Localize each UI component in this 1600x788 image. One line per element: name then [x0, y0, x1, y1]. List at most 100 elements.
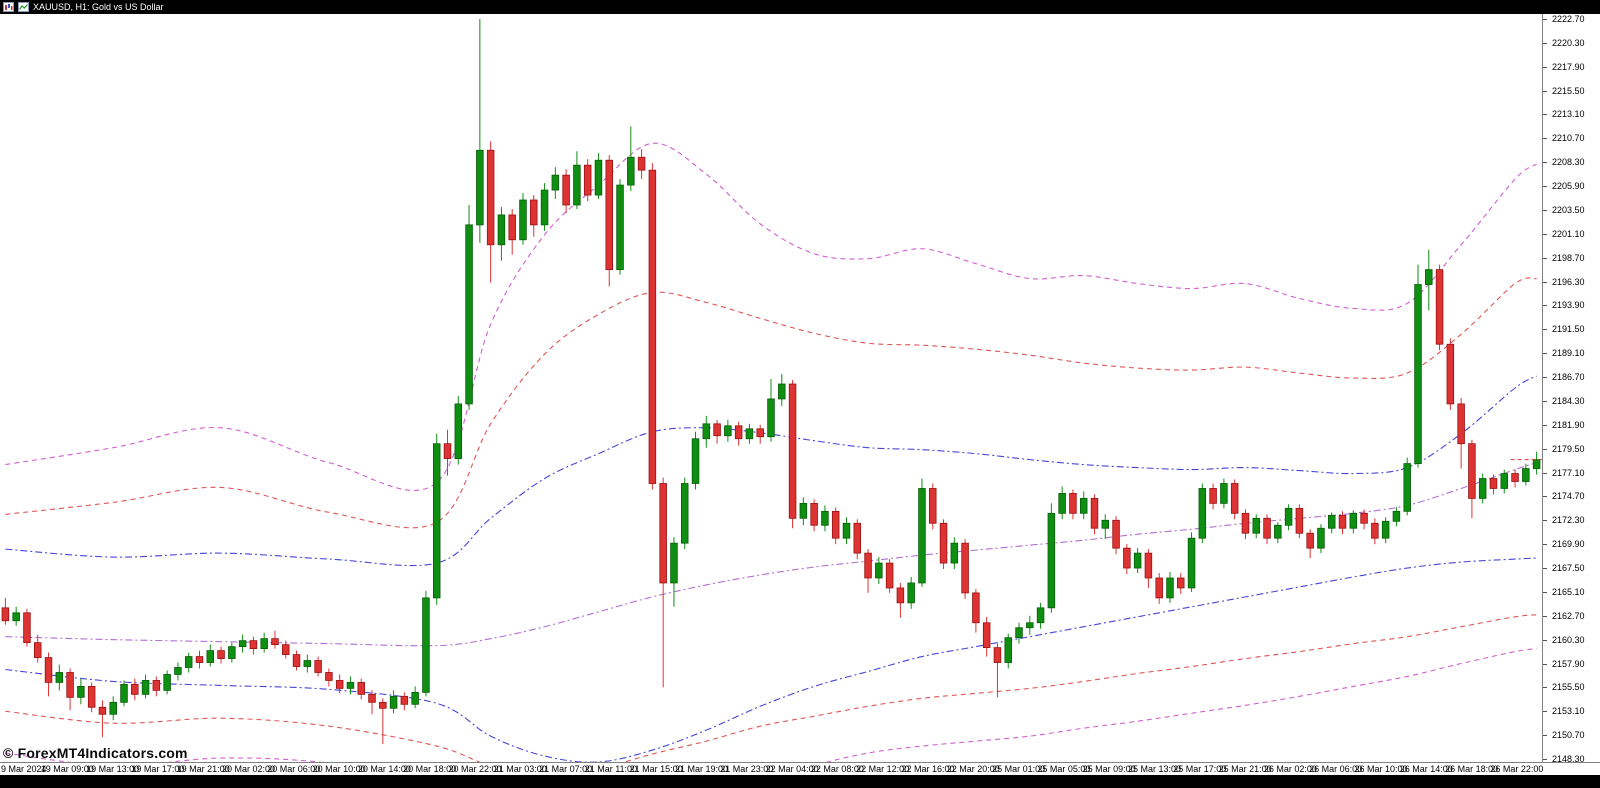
candle-body: [875, 562, 883, 579]
candle-body: [799, 502, 808, 519]
time-axis-label: 22 Mar 20:00: [946, 764, 1000, 774]
candle-body: [141, 680, 150, 695]
candle-body: [950, 542, 959, 564]
price-axis-label: 2193.90: [1552, 300, 1585, 311]
candle-body: [1, 607, 10, 622]
price-axis-tick: [1543, 329, 1547, 331]
time-axis-label: 26 Mar 14:00: [1399, 764, 1453, 774]
candle-body: [605, 159, 613, 271]
candle-body: [1263, 517, 1271, 539]
price-axis-label: 2189.10: [1552, 348, 1585, 359]
price-axis-label: 2186.70: [1552, 372, 1585, 383]
candle-body: [637, 156, 646, 171]
time-axis-label: 20 Mar 02:00: [221, 764, 276, 774]
candle-body: [551, 174, 560, 191]
center-band-line: [5, 462, 1537, 647]
price-axis-tick: [1543, 472, 1547, 474]
price-axis-label: 2201.10: [1552, 228, 1585, 239]
candle-body: [691, 438, 700, 484]
candle-body: [292, 654, 301, 667]
watermark-text: © ForexMT4Indicators.com: [3, 745, 188, 761]
candle-body: [195, 656, 204, 663]
candle-body: [476, 149, 484, 226]
time-axis[interactable]: 9 Mar 2024 19 Mar 09:00 19 Mar 13:00 19 Mar…: [0, 762, 1600, 775]
price-axis-label: 2196.30: [1552, 276, 1585, 287]
candle-body: [282, 644, 290, 655]
price-axis-tick: [1543, 233, 1547, 235]
candle-body: [1166, 577, 1174, 599]
upper_magenta-band-line: [5, 142, 1537, 491]
candlestick-chart-icon[interactable]: [3, 2, 14, 12]
candle-body: [1015, 627, 1023, 639]
candle-body: [1036, 607, 1045, 624]
price-axis-label: 2181.90: [1552, 419, 1585, 430]
candle-body: [1209, 488, 1217, 504]
time-axis-label: 26 Mar 18:00: [1445, 764, 1499, 774]
candle-body: [314, 660, 322, 673]
time-axis-label: 22 Mar 16:00: [901, 764, 955, 774]
candle-body: [1532, 459, 1541, 469]
price-axis-label: 2203.50: [1552, 204, 1585, 215]
candle-body: [33, 642, 42, 658]
candle-body: [1327, 514, 1336, 529]
time-axis-label: 25 Mar 09:00: [1082, 764, 1136, 774]
candle-body: [1425, 269, 1433, 285]
candle-body: [519, 199, 527, 241]
candle-body: [1392, 510, 1401, 522]
price-axis[interactable]: 2222.70 2220.30 2217.90 2215.50 2213.10 2210.…: [1543, 14, 1600, 765]
price-axis-label: 2217.90: [1552, 61, 1585, 72]
candle-body: [734, 425, 743, 440]
candle-body: [1252, 517, 1260, 534]
candle-body: [885, 562, 894, 589]
price-axis-label: 2208.30: [1552, 157, 1585, 168]
chart-plot-area[interactable]: [0, 14, 1542, 762]
price-axis-tick: [1543, 209, 1547, 211]
time-axis-label: 19 Mar 09:00: [40, 764, 94, 774]
candle-body: [98, 706, 107, 715]
price-axis-tick: [1543, 400, 1547, 402]
price-axis-label: 2157.90: [1552, 658, 1585, 669]
time-axis-label: 26 Mar 10:00: [1354, 764, 1408, 774]
price-axis-tick: [1543, 377, 1547, 379]
candle-body: [1371, 522, 1379, 539]
candle-body: [767, 398, 775, 438]
candle-body: [1123, 547, 1131, 569]
candle-body: [184, 656, 193, 668]
time-axis-label: 20 Mar 10:00: [312, 764, 366, 774]
price-axis-tick: [1543, 66, 1547, 68]
price-axis-label: 2162.70: [1552, 610, 1585, 621]
candle-body: [422, 597, 430, 693]
price-axis-label: 2179.50: [1552, 443, 1585, 454]
candle-body: [87, 686, 96, 708]
candle-body: [1500, 473, 1509, 489]
price-axis-label: 2148.30: [1552, 754, 1585, 765]
candle-body: [1101, 519, 1110, 529]
price-axis-label: 2191.50: [1552, 324, 1585, 335]
candle-body: [562, 174, 570, 206]
candle-body: [1220, 483, 1228, 504]
time-axis-label: 26 Mar 02:00: [1263, 764, 1317, 774]
candle-body: [1284, 507, 1293, 526]
candle-body: [1241, 512, 1250, 534]
candle-body: [745, 428, 754, 440]
candle-body: [939, 522, 948, 564]
candle-body: [1511, 473, 1519, 482]
candle-body: [1155, 577, 1163, 599]
candle-body: [1090, 498, 1099, 529]
price-axis-tick: [1543, 687, 1547, 689]
candle-body: [972, 592, 980, 624]
candle-body: [918, 488, 926, 584]
chart-area[interactable]: 2222.70 2220.30 2217.90 2215.50 2213.10 2210.…: [0, 14, 1600, 765]
candle-body: [486, 149, 495, 246]
candle-body: [1058, 493, 1066, 514]
time-axis-label: 21 Mar 23:00: [720, 764, 774, 774]
price-axis-tick: [1543, 114, 1547, 116]
time-axis-label: 19 Mar 21:00: [176, 764, 230, 774]
candle-body: [670, 542, 678, 584]
candle-body: [778, 383, 786, 400]
candle-body: [1069, 493, 1077, 514]
price-axis-label: 2210.70: [1552, 133, 1585, 144]
line-chart-icon[interactable]: [18, 2, 29, 12]
candle-body: [1133, 552, 1142, 569]
price-axis-tick: [1543, 305, 1547, 307]
